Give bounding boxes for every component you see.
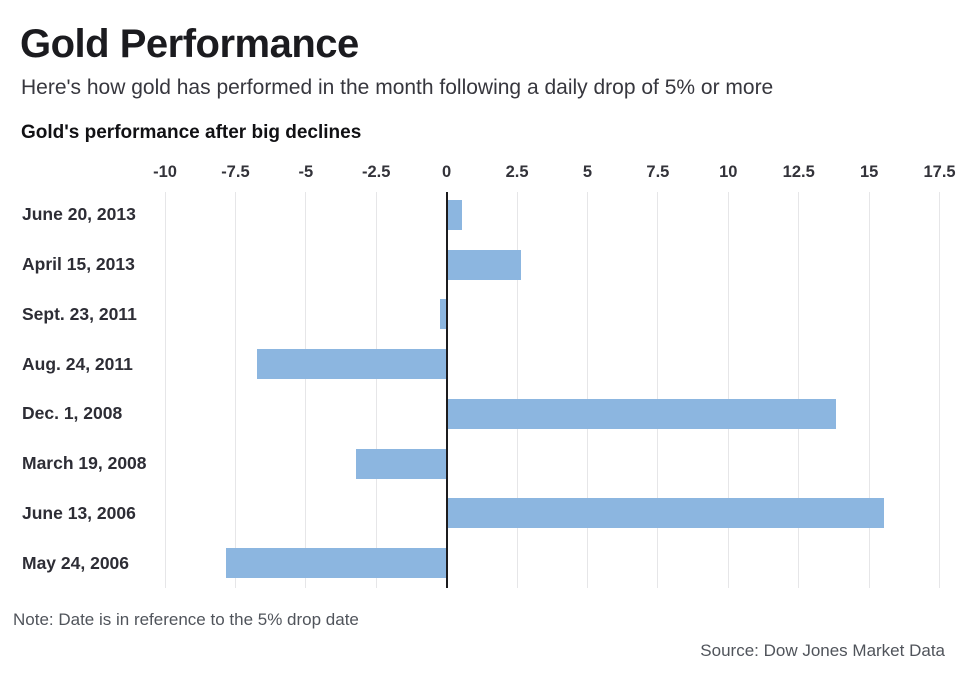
x-tick-label: 12.5	[782, 163, 815, 181]
gridline	[516, 192, 518, 588]
bar	[440, 299, 446, 330]
category-label: March 19, 2008	[22, 453, 147, 474]
x-tick-label: 5	[582, 163, 593, 181]
gridline	[939, 192, 941, 588]
x-tick-label: 7.5	[646, 163, 670, 181]
category-label: June 20, 2013	[22, 204, 136, 225]
x-tick-label: 0	[442, 163, 452, 181]
x-axis: -10 -7.5 -5 -2.5 0 2.5 5 7.5 10 12.5 15 17.5	[153, 159, 956, 185]
category-label: Dec. 1, 2008	[22, 403, 123, 424]
gridline	[727, 192, 729, 588]
x-tick-label: -7.5	[221, 163, 250, 181]
x-tick-label: 2.5	[505, 163, 529, 181]
gridline	[234, 192, 236, 588]
gridline	[868, 192, 870, 588]
gridline	[798, 192, 800, 588]
category-label: June 13, 2006	[22, 502, 136, 523]
subtitle: Here's how gold has performed in the mon…	[21, 76, 774, 99]
bar	[447, 249, 521, 280]
x-tick-label: -2.5	[362, 163, 391, 181]
bar	[447, 398, 837, 429]
gridline	[164, 192, 166, 588]
bar-chart: -10 -7.5 -5 -2.5 0 2.5 5 7.5 10 12.5 15 17.5 June 2…	[0, 159, 956, 588]
bar	[225, 548, 446, 579]
bar	[447, 199, 462, 230]
gridline	[305, 192, 307, 588]
bar	[355, 448, 446, 479]
page-title: Gold Performance	[20, 22, 359, 66]
chart-heading: Gold's performance after big declines	[21, 122, 362, 143]
gridline	[586, 192, 588, 588]
x-tick-label: 17.5	[923, 163, 956, 181]
category-label: April 15, 2013	[22, 254, 135, 275]
source-credit: Source: Dow Jones Market Data	[700, 641, 945, 660]
zero-axis-line	[445, 192, 448, 588]
x-tick-label: 10	[719, 163, 738, 181]
category-label: May 24, 2006	[22, 552, 130, 573]
category-label: Aug. 24, 2011	[22, 353, 133, 374]
bar	[256, 349, 446, 380]
gridline	[657, 192, 659, 588]
category-labels: June 20, 2013 April 15, 2013 Sept. 23, 201…	[0, 190, 165, 588]
x-tick-label: -5	[298, 163, 314, 181]
category-label: Sept. 23, 2011	[22, 303, 137, 324]
x-tick-label: -10	[153, 163, 177, 181]
x-tick-label: 15	[859, 163, 879, 181]
gridline	[375, 192, 377, 588]
plot-area	[164, 190, 948, 588]
footnote: Note: Date is in reference to the 5% dro…	[13, 610, 359, 629]
bar	[447, 498, 885, 529]
